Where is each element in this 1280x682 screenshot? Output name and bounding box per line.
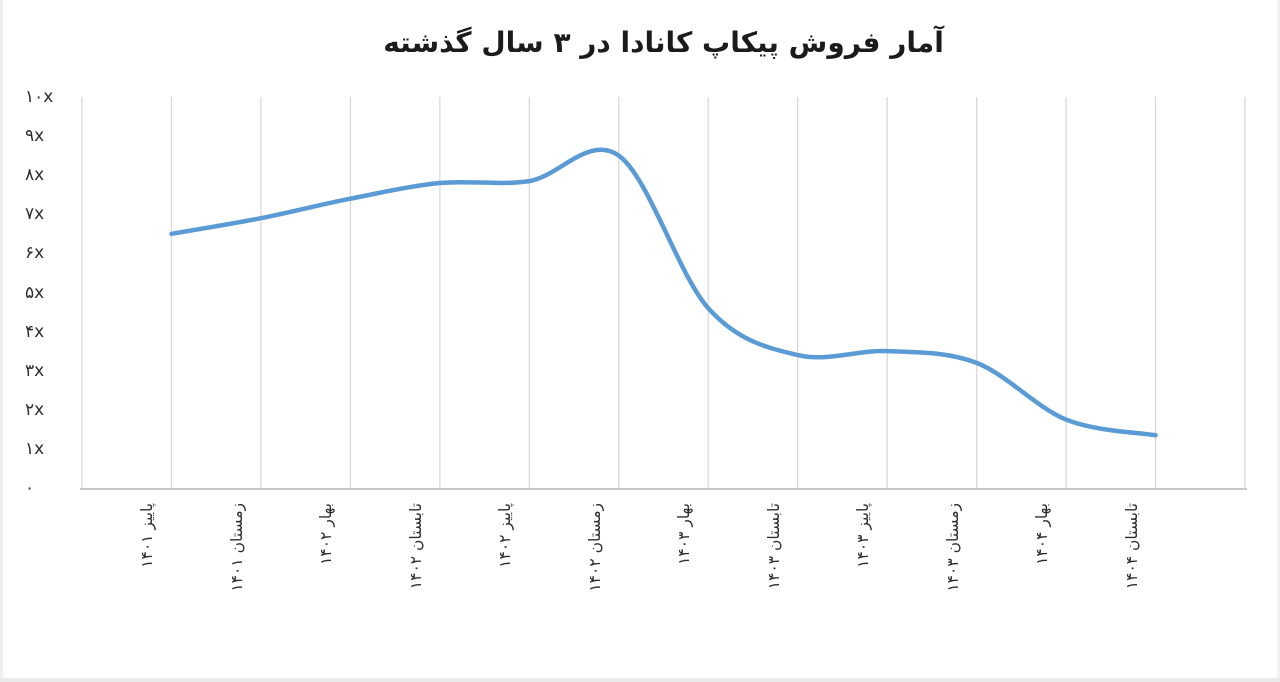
y-axis-tick: ۱x (25, 438, 45, 459)
x-axis-tick: بهار ۱۴۰۴ (1033, 503, 1052, 565)
y-axis-tick: ۱۰x (25, 87, 54, 107)
screen-edge-bottom (0, 678, 1280, 682)
y-axis-tick: ۰ (25, 478, 35, 498)
y-axis-tick: ۸x (25, 165, 45, 186)
x-axis-tick: بهار ۱۴۰۲ (317, 503, 336, 565)
y-axis-tick: ۲x (25, 399, 45, 420)
x-axis-tick: پاییز ۱۴۰۳ (854, 503, 873, 568)
x-axis-tick: زمستان ۱۴۰۲ (585, 503, 604, 592)
x-axis-tick: بهار ۱۴۰۳ (675, 503, 694, 565)
x-axis-tick: تابستان ۱۴۰۳ (764, 503, 783, 590)
y-axis-tick: ۶x (25, 243, 45, 264)
screen-edge-left (0, 0, 3, 682)
y-axis-tick: ۷x (25, 204, 45, 225)
x-axis-tick: زمستان ۱۴۰۱ (227, 503, 246, 592)
chart-title: آمار فروش پیکاپ کانادا در ۳ سال گذشته (383, 26, 944, 59)
x-axis-tick: تابستان ۱۴۰۲ (406, 503, 425, 590)
sales-line-series (169, 147, 1158, 438)
y-axis-tick: ۴x (25, 321, 45, 342)
y-axis-tick: ۹x (25, 126, 45, 147)
y-axis-tick: ۳x (25, 360, 45, 381)
y-axis-tick: ۵x (25, 282, 45, 303)
x-axis-tick: پاییز ۱۴۰۱ (138, 503, 157, 568)
x-axis-tick: تابستان ۱۴۰۴ (1122, 503, 1141, 590)
x-axis-tick: زمستان ۱۴۰۳ (943, 503, 962, 592)
x-axis-tick: پاییز ۱۴۰۲ (496, 503, 515, 568)
screen-edge-right (1277, 0, 1280, 682)
